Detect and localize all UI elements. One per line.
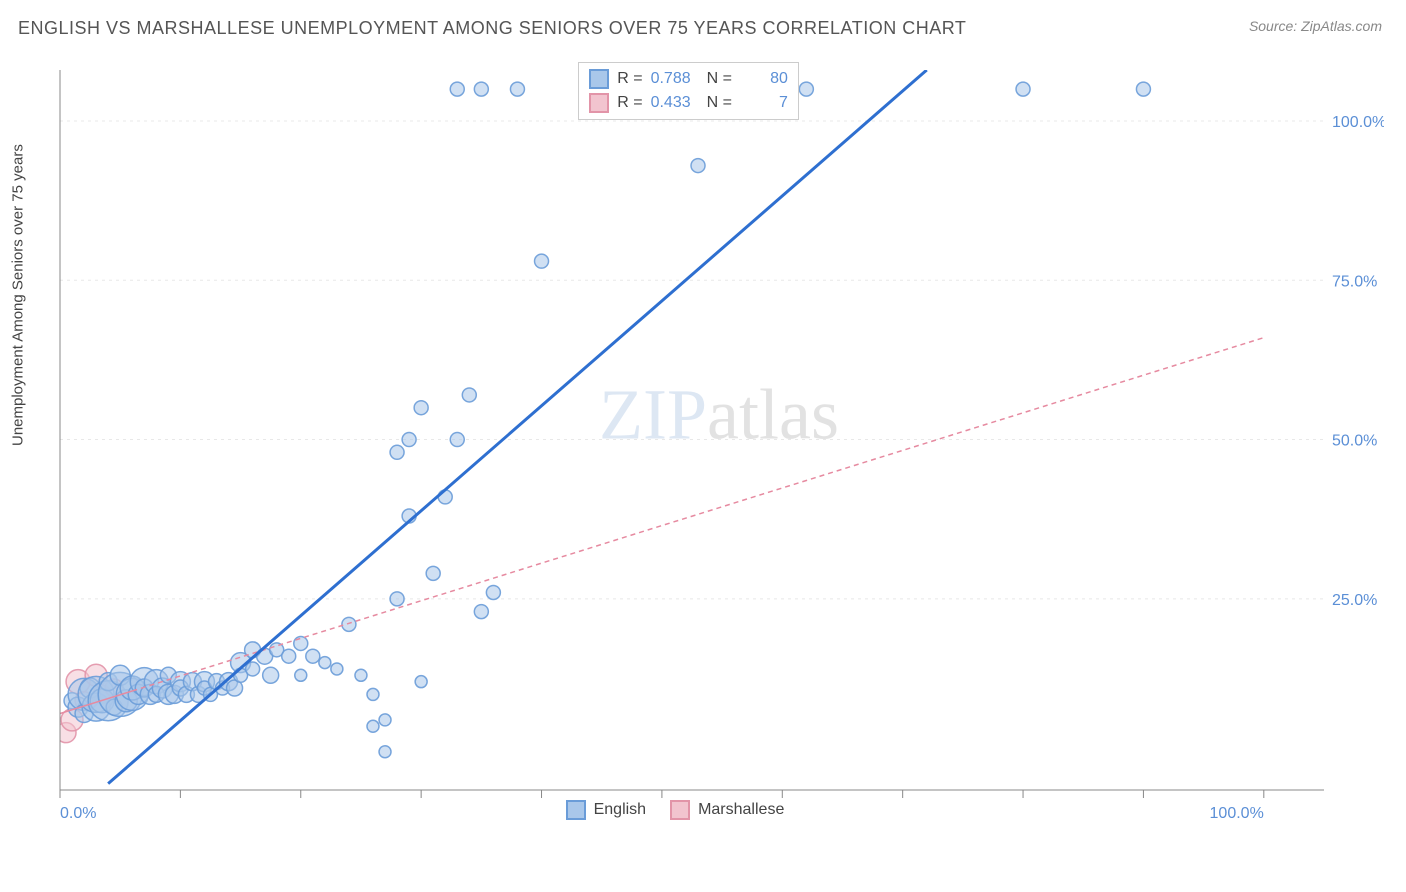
legend-label: Marshallese bbox=[698, 801, 784, 819]
y-axis-label: Unemployment Among Seniors over 75 years bbox=[10, 144, 27, 446]
series-legend: English Marshallese bbox=[566, 800, 785, 820]
chart-area: ZIPatlas 0.0%100.0%25.0%50.0%75.0%100.0% bbox=[54, 60, 1384, 832]
svg-text:25.0%: 25.0% bbox=[1332, 592, 1377, 609]
source-label: Source: ZipAtlas.com bbox=[1249, 18, 1382, 34]
legend-swatch-icon bbox=[670, 800, 690, 820]
svg-text:100.0%: 100.0% bbox=[1332, 114, 1384, 131]
svg-text:50.0%: 50.0% bbox=[1332, 433, 1377, 450]
page-title: ENGLISH VS MARSHALLESE UNEMPLOYMENT AMON… bbox=[18, 18, 966, 39]
scatter-plot: 0.0% 100.0% 25.0% 50.0% 75.0% 100.0% bbox=[54, 60, 1384, 832]
legend-swatch-icon bbox=[589, 69, 609, 89]
svg-text:75.0%: 75.0% bbox=[1332, 273, 1377, 290]
svg-text:0.0%: 0.0% bbox=[60, 805, 96, 822]
legend-swatch-icon bbox=[589, 93, 609, 113]
legend-label: English bbox=[594, 801, 646, 819]
legend-swatch-icon bbox=[566, 800, 586, 820]
stats-legend: R = 0.788 N = 80 R = 0.433 N = 7 bbox=[578, 62, 799, 120]
svg-text:100.0%: 100.0% bbox=[1210, 805, 1264, 822]
